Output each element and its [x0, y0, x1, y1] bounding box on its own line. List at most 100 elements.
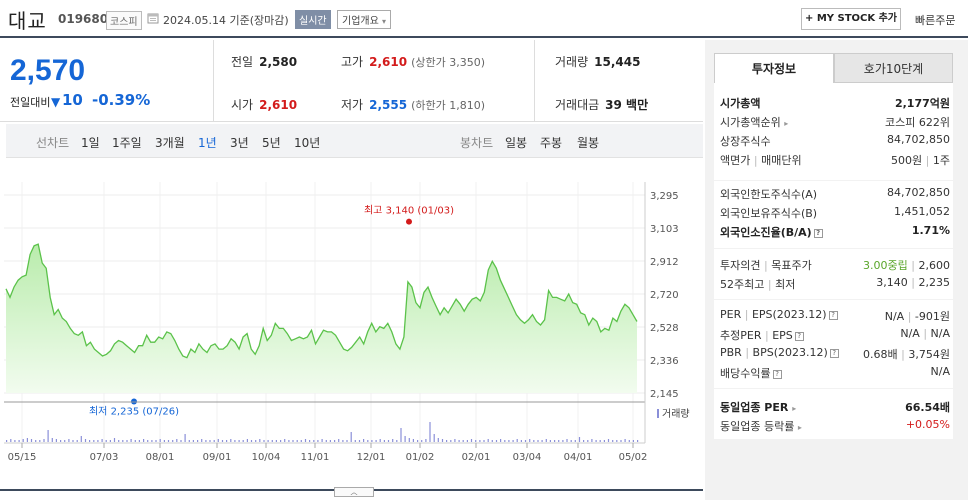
- volume-bar: [76, 440, 78, 442]
- volume-bar: [226, 440, 228, 442]
- period-3m[interactable]: 3개월: [155, 136, 185, 150]
- x-tick-label: 11/01: [301, 452, 330, 463]
- down-arrow-icon: ▼: [51, 95, 61, 109]
- corp-info-label: 기업개요: [342, 16, 379, 27]
- volume-bar: [47, 430, 49, 442]
- x-tick-label: 02/01: [462, 452, 491, 463]
- volume-bar: [350, 432, 352, 442]
- volume-bar: [329, 440, 331, 442]
- candle-weekly[interactable]: 주봉: [540, 136, 563, 150]
- volume-bar: [259, 439, 261, 442]
- info-icon[interactable]: ?: [794, 332, 804, 341]
- est-per-value: N/A: [900, 327, 920, 340]
- volume-bar: [60, 440, 62, 442]
- low-price: 저가 2,555 (하한가 1,810): [341, 96, 485, 113]
- candle-daily[interactable]: 일봉: [505, 136, 528, 150]
- volume-bar: [421, 440, 423, 442]
- shares-label: 상장주식수: [720, 135, 771, 148]
- period-3y[interactable]: 3년: [230, 136, 249, 150]
- valuation-box: PER | EPS(2023.12)? N/A | -901원 추정PER | …: [714, 300, 953, 388]
- volume-bar: [558, 440, 560, 442]
- volume-label: 거래량: [555, 55, 589, 69]
- chevron-right-icon: ▸: [784, 119, 789, 128]
- quick-order-button[interactable]: 빠른주문: [915, 14, 956, 27]
- price-chart[interactable]: 3,295 3,103 2,912 2,720 2,528 2,336 2,145 최고 3…: [0, 160, 703, 500]
- volume-bar: [246, 439, 248, 442]
- opinion-value: 3.00중립: [863, 259, 908, 272]
- my-stock-add-button[interactable]: + MY STOCK 추가: [801, 8, 901, 30]
- volume-legend-label: 거래량: [662, 408, 690, 420]
- unit-value: 1주: [932, 154, 950, 167]
- pbr-row: PBR | BPS(2023.12)? 0.68배 | 3,754원: [720, 346, 950, 361]
- volume-bar: [383, 440, 385, 442]
- foreign-ratio-row: 외국인소진율(B/A)? 1.71%: [720, 224, 950, 240]
- volume-bar: [408, 438, 410, 442]
- low52-value: 2,235: [918, 276, 951, 289]
- est-per-label: 추정PER: [720, 329, 762, 342]
- corp-info-button[interactable]: 기업개요 ▾: [337, 10, 392, 29]
- chevron-up-icon[interactable]: ︿: [334, 487, 374, 497]
- info-icon[interactable]: ?: [813, 229, 823, 238]
- industry-per-row[interactable]: 동일업종 PER ▸ 66.54배: [720, 399, 950, 415]
- volume-bar: [284, 439, 286, 442]
- change-percent: -0.39%: [92, 91, 151, 109]
- x-tick-label: 05/15: [8, 452, 37, 463]
- info-icon[interactable]: ?: [828, 311, 838, 320]
- candle-monthly[interactable]: 월봉: [577, 136, 600, 150]
- volume-bar: [628, 440, 630, 442]
- volume-bar: [533, 440, 535, 442]
- high-value: 2,610: [369, 55, 408, 69]
- period-1y[interactable]: 1년: [198, 136, 217, 150]
- shares-row: 상장주식수 84,702,850: [720, 133, 950, 149]
- foreign-hold-row: 외국인보유주식수(B) 1,451,052: [720, 205, 950, 221]
- industry-chg-row[interactable]: 동일업종 등락률 ▸ +0.05%: [720, 418, 950, 434]
- volume-bar: [163, 440, 165, 442]
- divider: [534, 40, 535, 122]
- volume-bar: [238, 440, 240, 442]
- per-row: PER | EPS(2023.12)? N/A | -901원: [720, 308, 950, 323]
- target-label: 목표주가: [771, 259, 812, 272]
- x-tick-label: 03/04: [513, 452, 542, 463]
- period-1d[interactable]: 1일: [81, 136, 100, 150]
- volume-bar: [221, 440, 224, 442]
- volume-bar: [433, 434, 435, 442]
- volume-bar: [275, 440, 277, 442]
- volume-bar: [466, 440, 468, 442]
- volume-bar: [143, 439, 145, 442]
- realtime-button[interactable]: 실시간: [295, 10, 331, 29]
- volume-bar: [379, 439, 381, 442]
- tab-invest-info[interactable]: 투자정보: [714, 53, 834, 83]
- volume-bar: [300, 440, 302, 442]
- chevron-right-icon: ▸: [797, 423, 802, 432]
- volume-bar: [417, 440, 419, 442]
- volume-bar: [14, 440, 16, 442]
- volume-bar: [479, 440, 481, 442]
- period-1w[interactable]: 1주일: [112, 136, 142, 150]
- prev-close-value: 2,580: [259, 55, 298, 69]
- volume-bar: [176, 439, 178, 442]
- industry-chg-value: +0.05%: [905, 418, 950, 431]
- volume-bar: [470, 439, 473, 442]
- per-value: N/A: [884, 310, 905, 323]
- volume-bar: [537, 440, 539, 442]
- open-label: 시가: [231, 98, 254, 112]
- invest-info-panel: 투자정보 호가10단계 시가총액 2,177억원 시가총액순위 ▸ 코스피 62…: [705, 40, 968, 500]
- info-icon[interactable]: ?: [829, 349, 839, 358]
- volume-bar: [578, 437, 581, 442]
- volume-bar: [334, 440, 336, 442]
- volume-bar: [64, 440, 66, 442]
- market-cap-rank-value: 코스피 622위: [885, 116, 950, 129]
- info-icon[interactable]: ?: [772, 370, 782, 379]
- current-price: 2,570: [10, 54, 86, 87]
- market-badge: 코스피: [106, 11, 142, 30]
- chevron-down-icon: ▾: [382, 17, 387, 26]
- tab-order-book[interactable]: 호가10단계: [834, 53, 953, 83]
- volume-bar: [304, 439, 307, 442]
- volume-bar: [10, 439, 12, 442]
- period-5y[interactable]: 5년: [262, 136, 281, 150]
- period-10y[interactable]: 10년: [294, 136, 321, 150]
- volume-bar: [363, 439, 365, 442]
- volume-bar: [462, 440, 464, 442]
- volume-bar: [122, 440, 124, 442]
- market-cap-rank-row[interactable]: 시가총액순위 ▸ 코스피 622위: [720, 114, 950, 130]
